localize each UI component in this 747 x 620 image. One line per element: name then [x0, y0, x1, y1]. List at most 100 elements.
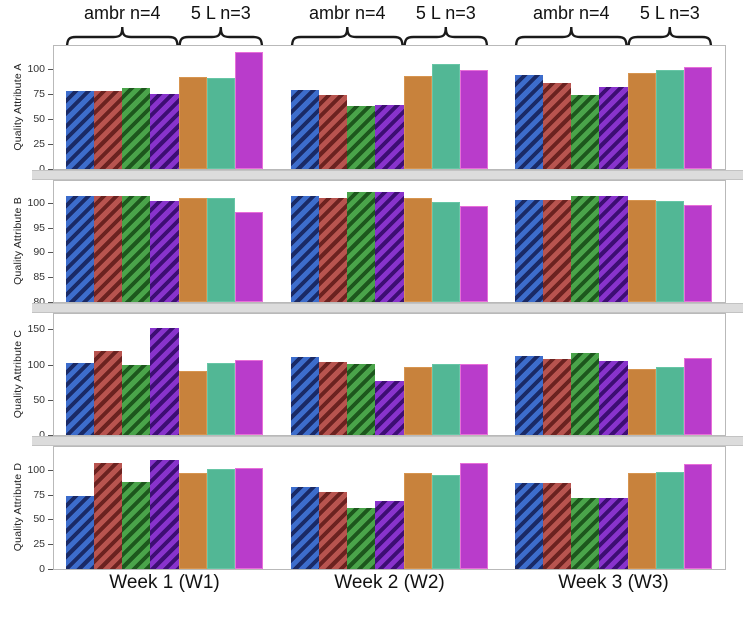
bar-ambr-purple-week1[interactable]	[150, 201, 179, 302]
bar-ambr-green-week3[interactable]	[571, 353, 599, 435]
bar-ambr-blue-week3[interactable]	[515, 200, 543, 302]
y-tick-label: 100	[27, 463, 45, 476]
bar-ambr-purple-week1[interactable]	[150, 94, 179, 169]
bar-ambr-purple-week1[interactable]	[150, 328, 179, 435]
bar-5L-teal-week3[interactable]	[656, 70, 684, 169]
bar-5L-teal-week2[interactable]	[432, 64, 460, 169]
bar-5L-orange-week2[interactable]	[404, 198, 432, 302]
bar-ambr-purple-week3[interactable]	[599, 498, 628, 569]
bar-5L-orange-week1[interactable]	[179, 371, 207, 435]
y-tick-mark	[48, 519, 53, 521]
bar-5L-magenta-week1[interactable]	[235, 52, 263, 169]
bar-5L-magenta-week3[interactable]	[684, 358, 712, 435]
bar-ambr-blue-week2[interactable]	[291, 487, 319, 569]
bar-ambr-red-week1[interactable]	[94, 91, 122, 169]
bar-5L-magenta-week2[interactable]	[460, 70, 488, 169]
bar-ambr-blue-week1[interactable]	[66, 196, 94, 302]
bar-ambr-green-week3[interactable]	[571, 498, 599, 569]
group-bracket-5	[627, 26, 713, 50]
bar-ambr-red-week2[interactable]	[319, 492, 347, 569]
bar-5L-orange-week3[interactable]	[628, 369, 656, 435]
bar-5L-orange-week3[interactable]	[628, 473, 656, 569]
bar-ambr-green-week2[interactable]	[347, 192, 375, 302]
bar-ambr-blue-week1[interactable]	[66, 363, 94, 435]
bar-5L-magenta-week2[interactable]	[460, 364, 488, 435]
bar-5L-teal-week3[interactable]	[656, 367, 684, 435]
bar-ambr-green-week1[interactable]	[122, 88, 150, 169]
bar-ambr-red-week3[interactable]	[543, 200, 571, 302]
y-tick-mark	[48, 94, 53, 95]
bar-ambr-red-week3[interactable]	[543, 359, 571, 435]
bar-ambr-green-week3[interactable]	[571, 196, 599, 302]
bar-ambr-green-week2[interactable]	[347, 508, 375, 569]
bar-5L-teal-week2[interactable]	[432, 202, 460, 302]
bar-ambr-red-week3[interactable]	[543, 83, 571, 169]
y-tick-label: 25	[33, 538, 45, 551]
bar-ambr-green-week1[interactable]	[122, 365, 150, 435]
bar-ambr-green-week1[interactable]	[122, 196, 150, 302]
y-tick-mark	[48, 469, 53, 471]
y-tick-mark	[48, 569, 53, 570]
bar-5L-magenta-week1[interactable]	[235, 212, 263, 302]
bar-5L-orange-week3[interactable]	[628, 200, 656, 302]
bar-ambr-red-week2[interactable]	[319, 362, 347, 435]
bar-ambr-red-week2[interactable]	[319, 95, 347, 169]
bar-ambr-green-week2[interactable]	[347, 364, 375, 435]
bar-ambr-red-week1[interactable]	[94, 196, 122, 302]
bar-5L-orange-week1[interactable]	[179, 473, 207, 569]
bar-ambr-purple-week3[interactable]	[599, 361, 628, 435]
bar-ambr-green-week2[interactable]	[347, 106, 375, 169]
bar-ambr-purple-week3[interactable]	[599, 196, 628, 302]
bar-ambr-blue-week2[interactable]	[291, 357, 319, 435]
bar-5L-magenta-week2[interactable]	[460, 206, 488, 302]
bar-5L-orange-week1[interactable]	[179, 77, 207, 169]
y-tick-mark	[48, 494, 53, 496]
bar-5L-teal-week1[interactable]	[207, 198, 235, 302]
bar-ambr-purple-week3[interactable]	[599, 87, 628, 169]
bar-5L-magenta-week3[interactable]	[684, 205, 712, 302]
bar-5L-orange-week2[interactable]	[404, 473, 432, 569]
bar-ambr-purple-week2[interactable]	[375, 501, 404, 569]
y-tick-mark	[48, 169, 53, 170]
bar-5L-teal-week3[interactable]	[656, 472, 684, 569]
bar-5L-teal-week1[interactable]	[207, 78, 235, 169]
bar-ambr-purple-week1[interactable]	[150, 460, 179, 569]
bar-5L-orange-week1[interactable]	[179, 198, 207, 302]
x-axis-label-week1: Week 1 (W1)	[109, 572, 220, 593]
bar-5L-magenta-week2[interactable]	[460, 463, 488, 569]
bar-5L-orange-week3[interactable]	[628, 73, 656, 169]
group-bracket-ambr	[65, 26, 179, 50]
bar-ambr-blue-week1[interactable]	[66, 496, 94, 569]
y-tick-mark	[48, 302, 53, 303]
bar-5L-teal-week1[interactable]	[207, 363, 235, 435]
bar-5L-teal-week1[interactable]	[207, 469, 235, 569]
bar-ambr-red-week1[interactable]	[94, 351, 122, 435]
bar-ambr-purple-week2[interactable]	[375, 381, 404, 435]
group-bracket-ambr	[514, 26, 628, 50]
bar-ambr-red-week2[interactable]	[319, 198, 347, 302]
bar-ambr-blue-week3[interactable]	[515, 75, 543, 169]
bar-5L-orange-week2[interactable]	[404, 76, 432, 169]
bar-ambr-blue-week1[interactable]	[66, 91, 94, 169]
bar-5L-magenta-week1[interactable]	[235, 360, 263, 435]
bar-5L-magenta-week1[interactable]	[235, 468, 263, 569]
bar-5L-magenta-week3[interactable]	[684, 67, 712, 169]
y-axis-title-quality-attribute-c: Quality Attribute C	[12, 329, 24, 418]
bar-5L-magenta-week3[interactable]	[684, 464, 712, 569]
bar-ambr-purple-week2[interactable]	[375, 105, 404, 169]
bar-ambr-red-week3[interactable]	[543, 483, 571, 569]
bar-ambr-blue-week2[interactable]	[291, 90, 319, 169]
bar-ambr-green-week3[interactable]	[571, 95, 599, 169]
bar-ambr-blue-week3[interactable]	[515, 483, 543, 569]
group-brackets-layer	[65, 26, 713, 50]
bar-5L-teal-week3[interactable]	[656, 201, 684, 302]
bar-5L-teal-week2[interactable]	[432, 475, 460, 569]
bar-5L-teal-week2[interactable]	[432, 364, 460, 435]
bar-5L-orange-week2[interactable]	[404, 367, 432, 435]
bar-ambr-blue-week2[interactable]	[291, 196, 319, 302]
bar-ambr-blue-week3[interactable]	[515, 356, 543, 435]
bar-ambr-red-week1[interactable]	[94, 463, 122, 569]
bar-ambr-purple-week2[interactable]	[375, 192, 404, 302]
bar-ambr-green-week1[interactable]	[122, 482, 150, 569]
